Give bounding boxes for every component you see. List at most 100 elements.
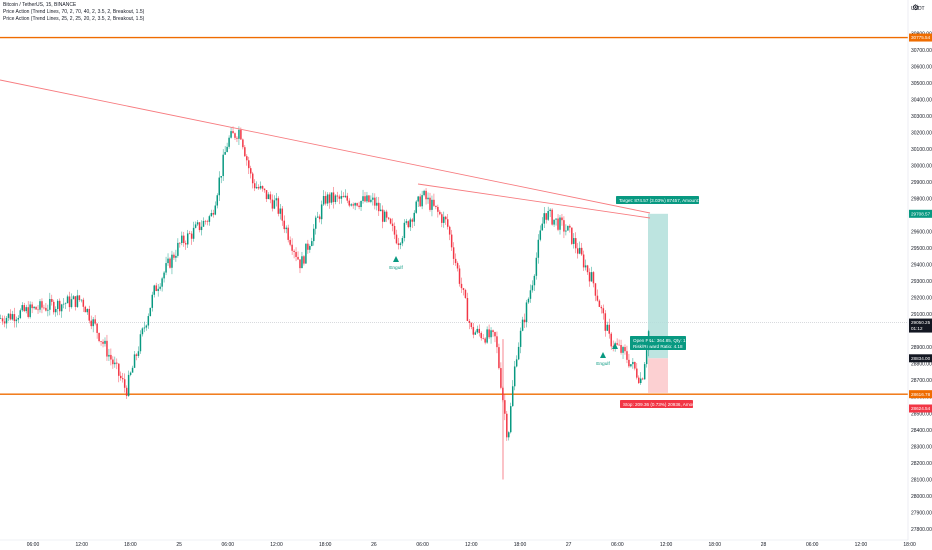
- candle-body: [645, 350, 648, 365]
- candle-body: [210, 213, 213, 217]
- candle-body: [401, 238, 404, 244]
- candle-body: [37, 309, 39, 311]
- candle-body: [563, 220, 565, 232]
- candle-body: [521, 319, 524, 331]
- candle: [177, 238, 179, 258]
- candle-body: [632, 361, 634, 365]
- candle-body: [141, 328, 144, 335]
- stop-label[interactable]: Stop: 209.36 (0.73%) 20936, Amount: 150: [620, 400, 709, 408]
- candle-body: [204, 220, 207, 222]
- candle: [70, 293, 73, 309]
- candle: [537, 234, 540, 264]
- symbol-title[interactable]: Bitcoin / TetherUS, 15, BINANCE: [3, 2, 77, 8]
- candle: [638, 375, 640, 384]
- candle-body: [551, 209, 553, 225]
- candle: [275, 192, 278, 207]
- candle: [588, 268, 591, 287]
- candle-body: [640, 378, 642, 384]
- candle: [151, 291, 154, 312]
- candle: [108, 348, 110, 362]
- candle: [242, 138, 244, 150]
- candle-body: [352, 204, 354, 206]
- candle: [55, 306, 57, 317]
- candle: [58, 298, 61, 316]
- candle-body: [251, 173, 254, 184]
- triangle-up-icon: [612, 343, 618, 349]
- candle: [429, 192, 431, 212]
- time-tick-label: 18:00: [514, 542, 527, 548]
- candle: [360, 200, 362, 212]
- candle: [196, 219, 199, 227]
- candle: [563, 216, 565, 239]
- candle-body: [431, 199, 433, 210]
- entry-price-tag: 28834.00: [909, 354, 932, 363]
- candle-body: [261, 186, 264, 189]
- candle-body: [344, 195, 347, 198]
- candle-body: [316, 216, 319, 218]
- candle-body: [535, 257, 538, 276]
- candle-body: [116, 362, 118, 364]
- candle-body: [155, 285, 157, 292]
- candle-body: [346, 195, 349, 201]
- candle: [446, 213, 449, 230]
- candle: [413, 210, 415, 227]
- candle-body: [265, 190, 268, 200]
- candle: [287, 224, 289, 243]
- candle: [456, 261, 459, 272]
- candle-body: [58, 300, 61, 312]
- open-pnl-label[interactable]: Open P&L: 364.85, Qty: 1.196Risk/Reward …: [630, 336, 695, 350]
- candle-body: [360, 200, 362, 208]
- candle: [376, 196, 378, 211]
- candle-body: [324, 195, 327, 204]
- candle: [527, 297, 530, 304]
- stop-price-tag-box: [909, 404, 932, 413]
- candle: [478, 324, 480, 337]
- candle-body: [269, 194, 272, 200]
- candle-body: [133, 354, 136, 368]
- candle: [84, 305, 87, 313]
- candle: [515, 355, 518, 368]
- candle: [251, 171, 254, 189]
- candle-body: [380, 209, 382, 212]
- candle-body: [608, 324, 610, 334]
- candle: [510, 402, 512, 434]
- candle-body: [305, 243, 307, 264]
- candle-body: [482, 338, 484, 339]
- candle-body: [21, 305, 24, 311]
- indicator-legend-1[interactable]: Price Action (Trend Lines, 70, 2, 70, 40…: [3, 9, 145, 15]
- settings-gear-icon[interactable]: ⚙: [912, 3, 920, 12]
- candle: [576, 242, 579, 259]
- time-tick-label: 06:00: [27, 542, 40, 548]
- candle-body: [0, 318, 2, 319]
- candle-body: [437, 206, 439, 212]
- candle: [7, 313, 10, 322]
- candle: [194, 221, 197, 229]
- candle: [640, 372, 642, 385]
- price-tick-label: 27900.00: [911, 510, 932, 516]
- candle-body: [297, 256, 299, 260]
- candle: [557, 214, 559, 232]
- candle: [153, 284, 155, 298]
- engulf-signal: Engulf: [596, 352, 610, 367]
- candle: [129, 371, 132, 377]
- candle: [381, 205, 384, 229]
- bottom-level-tag: 28616.78: [909, 390, 932, 399]
- target-label[interactable]: Target: 874.57 (3.03%) 87457, Amount: 25…: [616, 196, 718, 204]
- candle: [582, 250, 585, 271]
- candle-body: [606, 324, 609, 331]
- candle-body: [356, 203, 358, 206]
- candle-body: [322, 195, 325, 205]
- candle: [175, 249, 177, 262]
- candle: [118, 363, 120, 383]
- indicator-legend-2[interactable]: Price Action (Trend Lines, 25, 2, 25, 20…: [3, 16, 145, 22]
- candle: [448, 225, 451, 241]
- candle: [486, 326, 488, 344]
- candle-body: [476, 328, 479, 333]
- candle: [238, 126, 240, 145]
- candle-body: [202, 220, 205, 227]
- candle-body: [389, 218, 392, 224]
- candle-body: [486, 329, 488, 343]
- candle-body: [47, 309, 49, 311]
- candle-body: [198, 222, 201, 231]
